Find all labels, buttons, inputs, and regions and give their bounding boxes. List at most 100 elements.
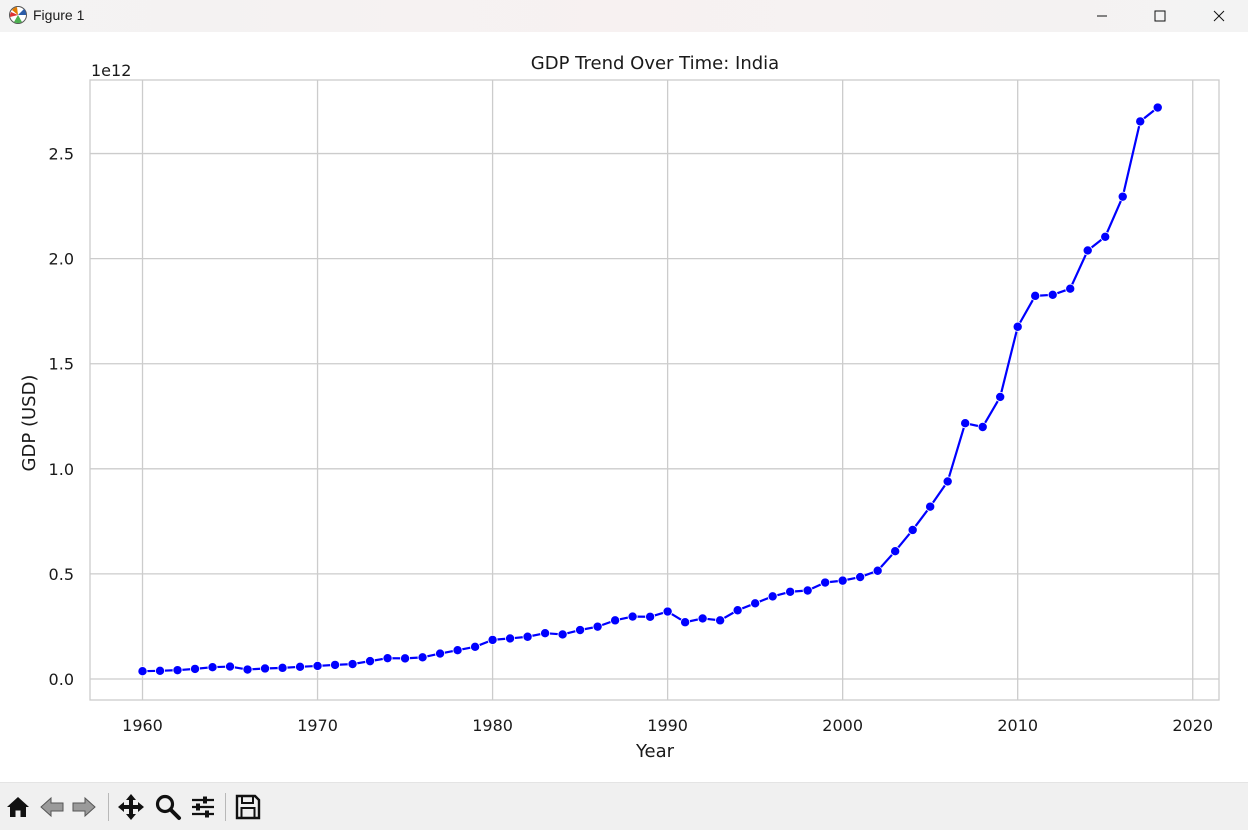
data-point-1990 (662, 606, 673, 617)
data-point-1988 (627, 611, 638, 622)
data-point-1997 (785, 586, 796, 597)
x-tick-label: 1960 (122, 716, 163, 735)
x-tick-label: 2000 (822, 716, 863, 735)
data-point-1982 (522, 631, 533, 642)
data-point-1992 (697, 613, 708, 624)
data-point-1962 (172, 665, 183, 676)
close-button[interactable] (1190, 0, 1248, 32)
data-point-1987 (610, 615, 621, 626)
y-axis-label: GDP (USD) (19, 375, 40, 472)
figure-canvas[interactable]: 1960 1970 1980 1990 2000 2010 2020 0.0 0.5 1.0 1.5… (0, 32, 1248, 782)
minimize-icon (1097, 15, 1107, 17)
toolbar-separator (108, 793, 109, 821)
data-point-1969 (295, 661, 306, 672)
back-arrow-icon (40, 796, 64, 818)
data-point-1991 (680, 617, 691, 628)
data-point-2002 (872, 565, 883, 576)
data-point-2014 (1082, 245, 1093, 256)
data-point-1986 (592, 621, 603, 632)
data-point-1975 (400, 653, 411, 664)
minimize-button[interactable] (1073, 0, 1131, 32)
tick-labels: 1960 1970 1980 1990 2000 2010 2020 0.0 0.5 1.0 1.5… (49, 145, 1214, 735)
y-tick-label: 2.0 (49, 250, 74, 269)
data-point-2003 (890, 546, 901, 557)
data-point-2000 (837, 575, 848, 586)
data-point-1961 (155, 665, 166, 676)
data-point-1983 (540, 628, 551, 639)
data-point-2006 (942, 476, 953, 487)
save-floppy-icon (235, 794, 261, 820)
series-gdp (137, 102, 1163, 677)
data-point-2012 (1047, 289, 1058, 300)
data-point-1965 (225, 661, 236, 672)
data-point-1981 (505, 633, 516, 644)
data-point-1984 (557, 629, 568, 640)
data-point-1979 (470, 641, 481, 652)
data-point-2011 (1030, 290, 1041, 301)
data-point-1971 (330, 659, 341, 670)
data-point-1976 (417, 652, 428, 663)
data-point-2004 (907, 524, 918, 535)
data-point-1972 (347, 659, 358, 670)
zoom-magnifier-icon (155, 794, 181, 820)
x-tick-label: 1980 (472, 716, 513, 735)
x-tick-label: 2020 (1172, 716, 1213, 735)
x-tick-label: 1970 (297, 716, 338, 735)
data-point-2018 (1152, 102, 1163, 113)
configure-subplots-button[interactable] (187, 791, 219, 823)
data-point-1964 (207, 662, 218, 673)
toolbar-separator (225, 793, 226, 821)
data-point-2005 (925, 501, 936, 512)
save-button[interactable] (232, 791, 264, 823)
data-point-1970 (312, 660, 323, 671)
grid-lines (90, 80, 1219, 700)
data-point-1994 (732, 605, 743, 616)
data-point-1978 (452, 645, 463, 656)
data-point-1973 (365, 656, 376, 667)
forward-arrow-icon (72, 796, 96, 818)
data-point-2008 (977, 421, 988, 432)
series-line (142, 106, 1159, 673)
data-point-2015 (1100, 231, 1111, 242)
home-icon (7, 797, 29, 817)
data-point-1980 (487, 634, 498, 645)
back-button[interactable] (36, 791, 68, 823)
data-point-1966 (242, 664, 253, 675)
data-point-1968 (277, 662, 288, 673)
data-point-2010 (1012, 321, 1023, 332)
zoom-button[interactable] (152, 791, 184, 823)
window-titlebar: Figure 1 (0, 0, 1248, 32)
home-button[interactable] (2, 791, 34, 823)
y-offset-label: 1e12 (91, 61, 131, 80)
x-axis-label: Year (635, 741, 675, 762)
y-tick-label: 2.5 (49, 145, 74, 164)
axes-frame (89, 79, 1220, 701)
forward-button[interactable] (68, 791, 100, 823)
window-title: Figure 1 (33, 7, 85, 23)
pan-button[interactable] (115, 791, 147, 823)
y-tick-label: 0.0 (49, 670, 74, 689)
configure-subplots-icon (192, 796, 214, 818)
y-tick-label: 1.5 (49, 355, 74, 374)
data-point-2009 (995, 391, 1006, 402)
x-tick-label: 2010 (997, 716, 1038, 735)
data-point-1999 (820, 577, 831, 588)
maximize-icon (1154, 10, 1166, 22)
y-tick-label: 0.5 (49, 565, 74, 584)
x-tick-label: 1990 (647, 716, 688, 735)
maximize-button[interactable] (1131, 0, 1189, 32)
data-point-1977 (435, 648, 446, 659)
y-tick-label: 1.0 (49, 460, 74, 479)
data-point-2013 (1065, 283, 1076, 294)
data-point-1996 (767, 591, 778, 602)
data-point-1974 (382, 653, 393, 664)
data-point-1998 (802, 585, 813, 596)
data-point-1963 (190, 663, 201, 674)
data-point-1985 (575, 625, 586, 636)
chart-title: GDP Trend Over Time: India (531, 53, 779, 74)
data-point-2017 (1135, 116, 1146, 127)
data-point-1989 (645, 611, 656, 622)
matplotlib-logo-icon (8, 5, 28, 25)
chart-svg: 1960 1970 1980 1990 2000 2010 2020 0.0 0.5 1.0 1.5… (19, 53, 1220, 762)
pan-move-icon (118, 794, 144, 820)
